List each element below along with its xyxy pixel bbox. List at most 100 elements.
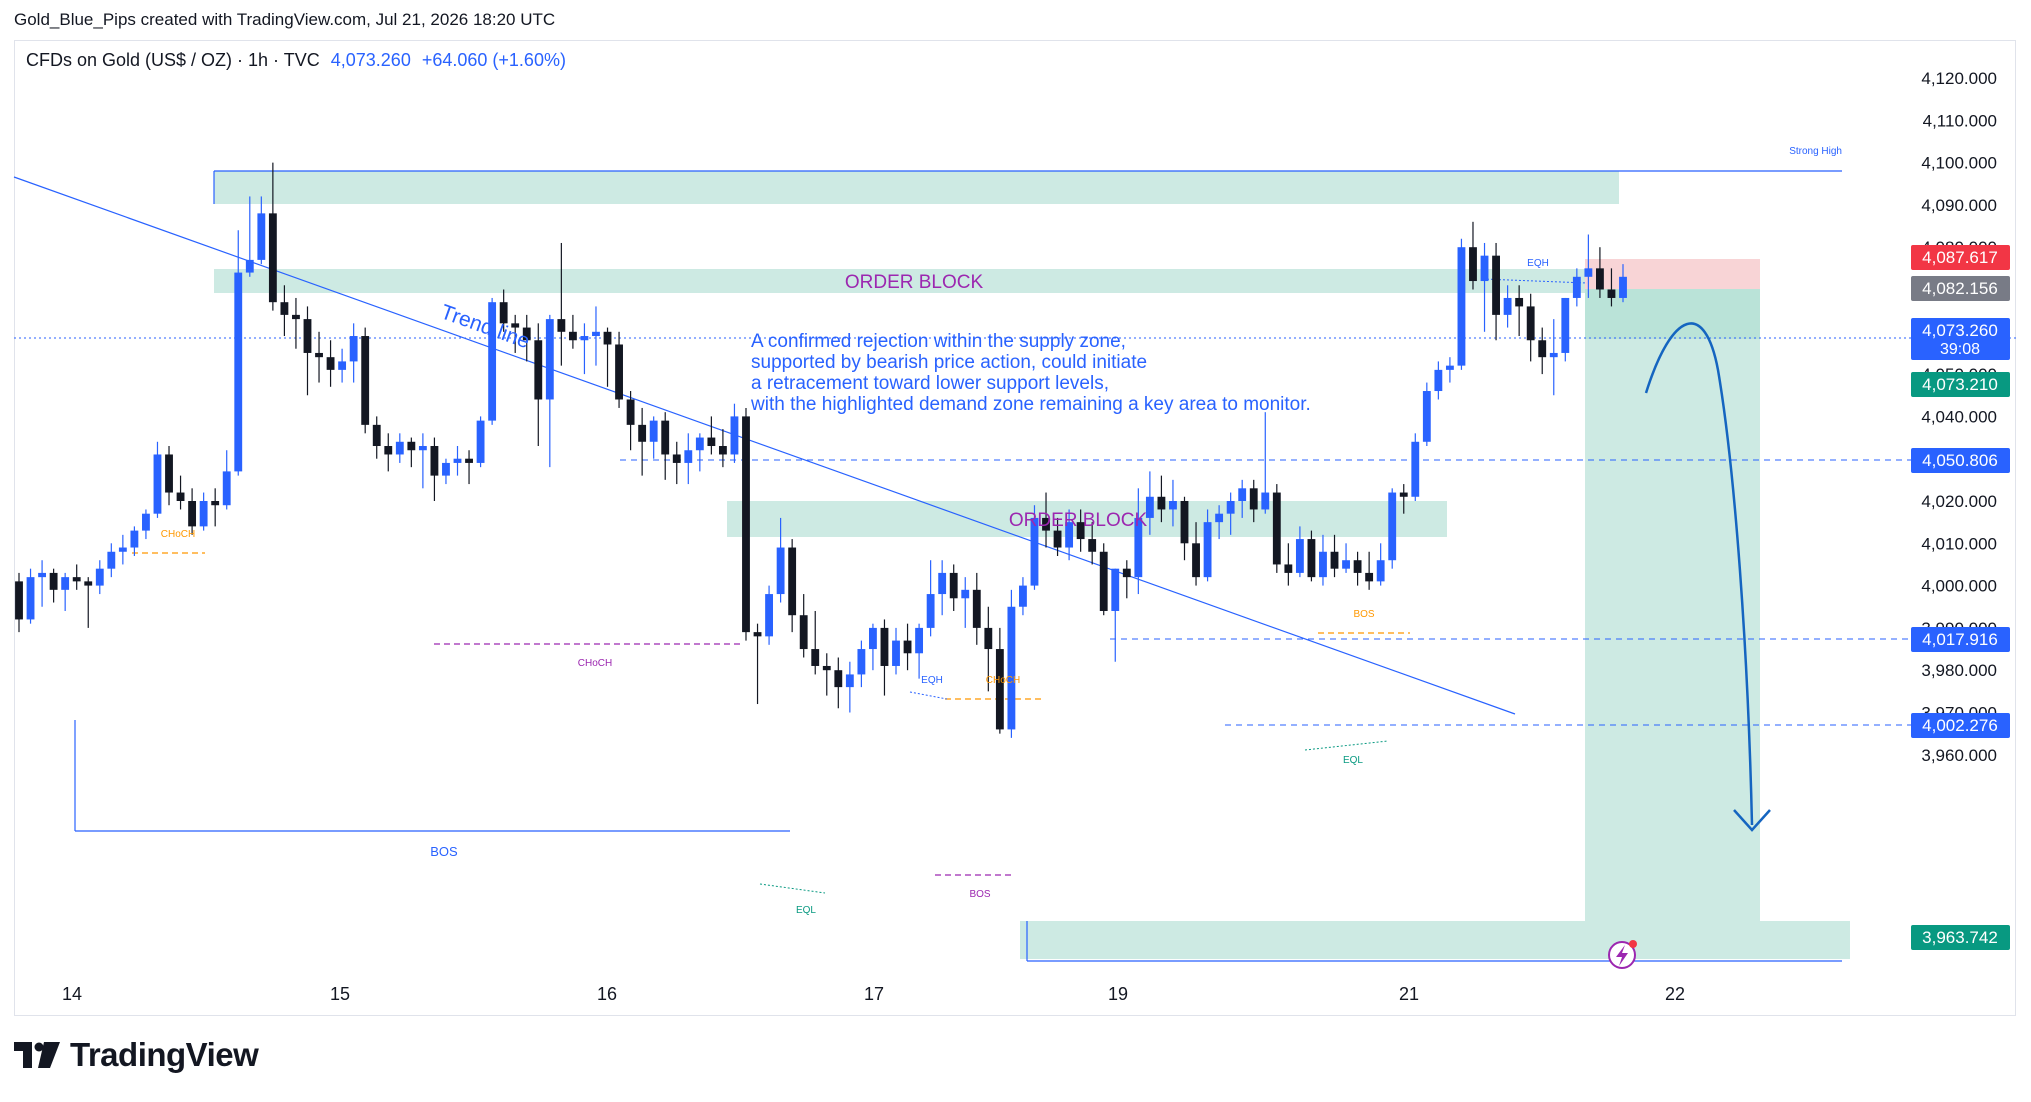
candle-body [1261, 492, 1270, 510]
price-label-text: 4,073.210 [1922, 375, 1998, 394]
candle [245, 196, 254, 277]
candle-body [442, 462, 450, 476]
candle-body [949, 572, 958, 599]
candle [1145, 471, 1154, 535]
candle [268, 162, 277, 311]
candle-body [49, 572, 58, 590]
candle-body [1376, 560, 1385, 582]
candle [1515, 285, 1524, 337]
lightning-icon[interactable] [1608, 940, 1637, 969]
candle [1561, 297, 1570, 362]
candle-body [1399, 492, 1408, 497]
candle [1434, 361, 1443, 400]
candle-body [742, 416, 750, 633]
candle [118, 534, 127, 565]
candle-body [776, 547, 785, 595]
candle [615, 331, 623, 408]
candle-body [188, 501, 197, 527]
candle-body [15, 581, 23, 620]
symbol-name[interactable]: CFDs on Gold (US$ / OZ) · 1h · TVC [26, 50, 320, 70]
candle-body [707, 437, 716, 447]
y-axis-tick: 3,980.000 [1921, 661, 1997, 680]
last-price: 4,073.260 [330, 50, 411, 70]
candle [1226, 492, 1235, 535]
text-layer: Strong High Trend line ORDER BLOCK ORDER… [161, 146, 1842, 916]
candle-body [730, 416, 739, 455]
choch-label-1: CHoCH [161, 529, 195, 540]
candle [1538, 327, 1547, 375]
candle [1445, 357, 1454, 383]
candle [1607, 268, 1616, 307]
candle-body [1030, 517, 1039, 586]
candle-body [857, 649, 866, 675]
candle [857, 640, 866, 688]
candle [880, 619, 889, 696]
candle-body [234, 272, 243, 472]
bos-label-3: BOS [1353, 609, 1374, 620]
price-label: 3,963.742 [1911, 925, 2010, 950]
candle [303, 306, 312, 396]
candle-body [338, 361, 347, 370]
candle-body [603, 331, 612, 345]
candle [1399, 484, 1408, 514]
candle-body [1480, 255, 1489, 282]
candle [361, 327, 370, 434]
price-label: 4,050.806 [1911, 448, 2010, 473]
candle-body [1007, 606, 1016, 730]
candle-body [1122, 568, 1131, 578]
candle-body [280, 302, 289, 315]
y-axis-tick: 4,090.000 [1921, 196, 1997, 215]
candle-body [1134, 517, 1143, 578]
candle-body [1503, 297, 1512, 315]
candle [995, 627, 1004, 734]
candle-body [534, 340, 543, 400]
x-axis-tick: 21 [1399, 984, 1419, 1004]
candle [603, 327, 612, 387]
candle [1238, 479, 1247, 518]
tradingview-brand[interactable]: TradingView [14, 1036, 259, 1074]
price-label-text: 4,073.260 [1922, 321, 1998, 340]
candle [765, 585, 773, 645]
candle [776, 517, 785, 603]
candle-body [718, 446, 727, 455]
candle-body [1203, 522, 1212, 578]
candle [742, 407, 750, 641]
x-axis-tick: 22 [1665, 984, 1685, 1004]
candle [822, 653, 831, 696]
candle-body [1422, 391, 1431, 442]
candle [61, 572, 70, 611]
candle-body [1457, 247, 1466, 366]
candle-body [257, 213, 266, 260]
y-axis-tick: 4,040.000 [1921, 407, 1997, 426]
candle [592, 306, 600, 366]
candle-body [672, 454, 681, 463]
candle [1215, 505, 1224, 540]
candle [1249, 479, 1258, 523]
candle-body [580, 336, 589, 341]
candle-body [972, 589, 981, 628]
candle [165, 446, 173, 506]
candle [811, 610, 820, 675]
candle [222, 450, 231, 510]
candle [1192, 522, 1200, 586]
candle [430, 437, 439, 501]
candle [1549, 319, 1558, 396]
tradingview-wordmark: TradingView [70, 1036, 259, 1073]
price-label: 4,002.276 [1911, 713, 2010, 738]
candle [1376, 543, 1385, 586]
candle [1584, 234, 1593, 298]
candle [315, 331, 323, 383]
candle-body [1538, 340, 1547, 358]
candle-body [892, 640, 900, 666]
candle [142, 509, 150, 540]
projection-arrow [1644, 322, 1754, 826]
candle-body [1584, 268, 1593, 277]
candle [395, 433, 404, 463]
candle [338, 348, 347, 383]
candle-body [822, 665, 831, 671]
candle-body [1365, 572, 1374, 582]
symbol-legend: CFDs on Gold (US$ / OZ) · 1h · TVC 4,073… [26, 50, 572, 71]
candle-body [268, 213, 277, 303]
trend-line[interactable] [13, 176, 1516, 715]
